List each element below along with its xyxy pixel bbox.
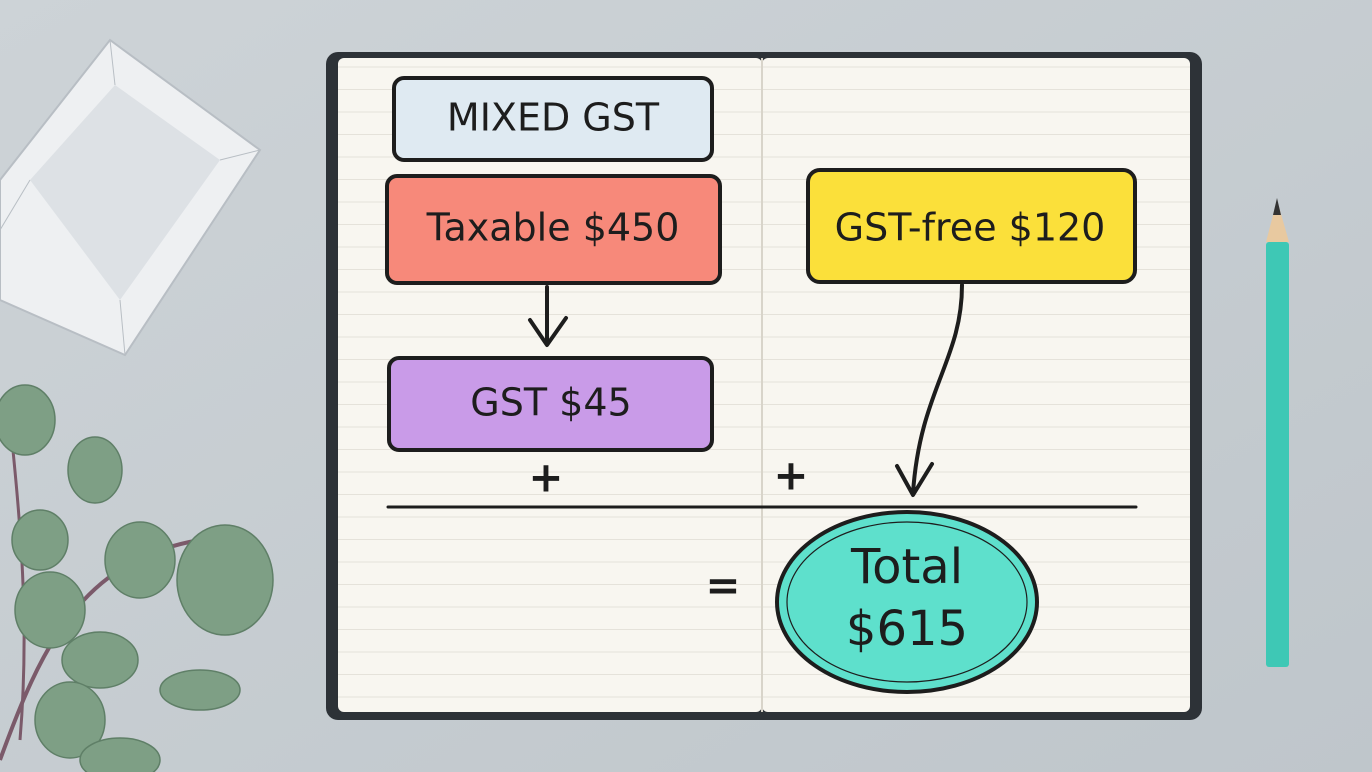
gst-free-label: GST-free $120 [835,206,1106,250]
plus-sign: + [528,453,563,502]
taxable-box [385,174,722,285]
title-label: MIXED GST [447,96,660,140]
total-label: Total [850,539,963,595]
total-ellipse-inner [786,521,1028,683]
title-box [392,76,714,162]
arrow [528,285,568,347]
gst-box [387,356,714,452]
pencil [1266,198,1289,667]
gst-label: GST $45 [470,381,631,425]
arrow [895,283,964,497]
plus-sign: + [773,451,808,500]
gst-free-box [806,168,1137,284]
plant [0,384,274,772]
total-ellipse [775,510,1039,694]
taxable-label: Taxable $450 [426,206,680,250]
paper-tray [0,38,262,357]
total-value: $615 [846,601,968,657]
equals-sign: = [705,561,740,610]
